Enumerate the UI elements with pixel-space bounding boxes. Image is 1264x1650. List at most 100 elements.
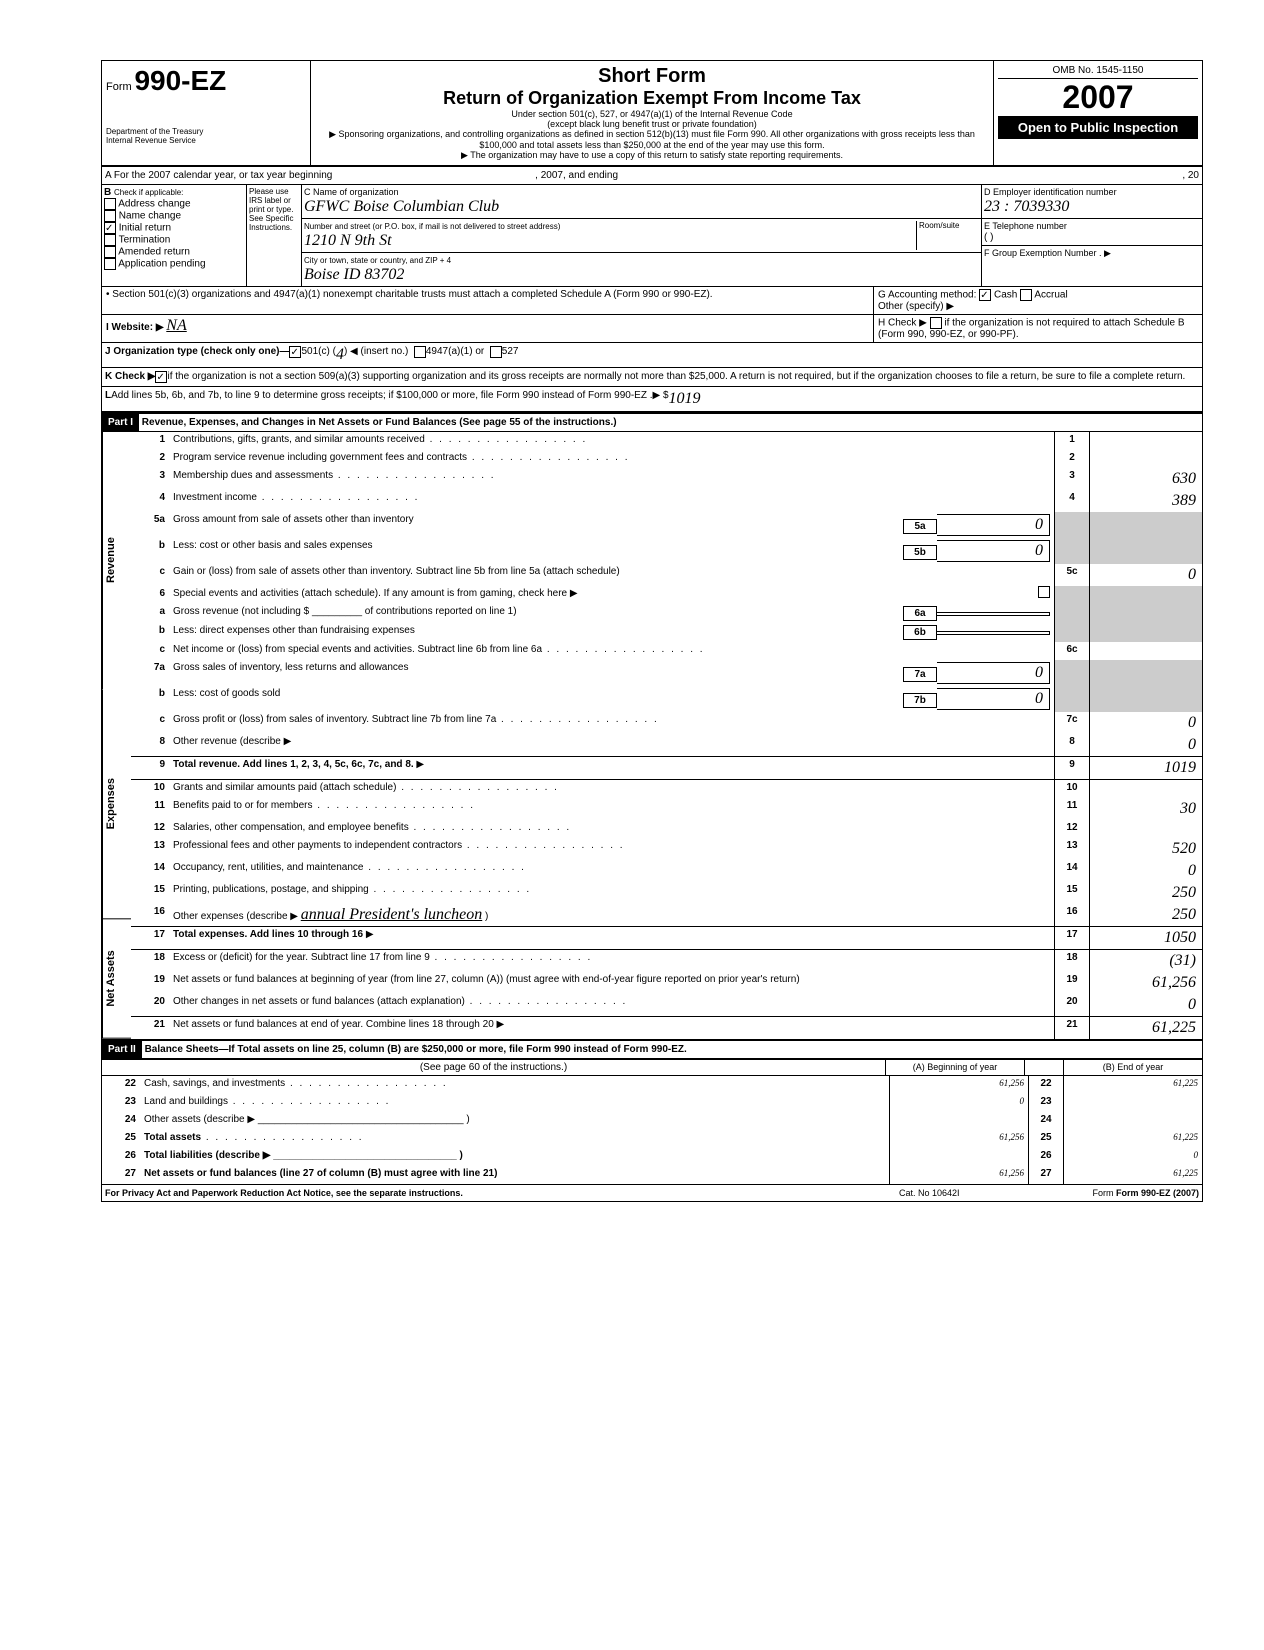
line-9: 9 Total revenue. Add lines 1, 2, 3, 4, 5… xyxy=(131,756,1202,780)
line-4-box: 4 xyxy=(1054,490,1089,512)
checkbox-k[interactable] xyxy=(155,371,167,383)
line-13: 13 Professional fees and other payments … xyxy=(131,838,1202,860)
expenses-label: Expenses xyxy=(102,689,131,919)
bal-25-a: 61,256 xyxy=(889,1130,1028,1148)
line-6a-subamt xyxy=(937,612,1050,616)
section-a-text: A For the 2007 calendar year, or tax yea… xyxy=(105,170,332,181)
checkbox-accrual[interactable] xyxy=(1020,289,1032,301)
line-19-amt: 61,256 xyxy=(1089,972,1202,994)
line-6-shade2 xyxy=(1089,586,1202,604)
bal-27-num: 27 xyxy=(102,1166,140,1184)
line-15-amt: 250 xyxy=(1089,882,1202,904)
part1-title: Revenue, Expenses, and Changes in Net As… xyxy=(142,417,617,428)
form-number: 990-EZ xyxy=(134,65,226,96)
section-i: I Website: ▶ NA xyxy=(102,315,874,342)
cb-label-3: Termination xyxy=(119,235,171,246)
street-value: 1210 N 9th St xyxy=(304,232,392,249)
line-19-desc: Net assets or fund balances at beginning… xyxy=(169,972,1054,994)
bal-27-a: 61,256 xyxy=(889,1166,1028,1184)
line-6b-desc: Less: direct expenses other than fundrai… xyxy=(169,623,1054,642)
line-6a-text: Gross revenue (not including $ _________… xyxy=(173,606,517,617)
short-form-title: Short Form xyxy=(315,65,989,88)
checkbox-gaming[interactable] xyxy=(1038,586,1050,598)
line-3-box: 3 xyxy=(1054,468,1089,490)
part1-body: Revenue Expenses Net Assets 1 Contributi… xyxy=(102,432,1202,1039)
checkbox-527[interactable] xyxy=(490,346,502,358)
line-7b: b Less: cost of goods sold 7b0 xyxy=(131,686,1202,712)
line-8-num: 8 xyxy=(131,734,169,756)
line-5a-num: 5a xyxy=(131,512,169,538)
form-990ez: Form 990-EZ Department of the Treasury I… xyxy=(101,60,1203,1202)
header-right: OMB No. 1545-1150 2007 Open to Public In… xyxy=(994,61,1202,165)
bal-26-num: 26 xyxy=(102,1148,140,1166)
line-7a-subamt: 0 xyxy=(937,662,1050,684)
checkbox-termination[interactable] xyxy=(104,234,116,246)
line-10-desc: Grants and similar amounts paid (attach … xyxy=(169,780,1054,798)
line-18-num: 18 xyxy=(131,950,169,972)
cb-label-0: Address change xyxy=(118,199,190,210)
checkbox-501c[interactable] xyxy=(289,346,301,358)
line-8-box: 8 xyxy=(1054,734,1089,756)
line-16-handwritten: annual President's luncheon xyxy=(301,906,482,923)
line-12-amt xyxy=(1089,820,1202,838)
tax-year: 2007 xyxy=(998,79,1198,116)
subtitle3: ▶ Sponsoring organizations, and controll… xyxy=(315,129,989,150)
line-6c-amt xyxy=(1089,642,1202,660)
section-h-label: H Check ▶ xyxy=(878,318,927,329)
bal-23-box: 23 xyxy=(1028,1094,1063,1112)
checkbox-initial-return[interactable] xyxy=(104,222,116,234)
line-8: 8 Other revenue (describe ▶ 8 0 xyxy=(131,734,1202,756)
line-6c: c Net income or (loss) from special even… xyxy=(131,642,1202,660)
line-4-num: 4 xyxy=(131,490,169,512)
line-11-box: 11 xyxy=(1054,798,1089,820)
city-label: City or town, state or country, and ZIP … xyxy=(304,256,451,265)
opt-501c-end: ) ◀ (insert no.) xyxy=(344,346,408,364)
line-7c-box: 7c xyxy=(1054,712,1089,734)
other-specify: Other (specify) ▶ xyxy=(878,301,954,312)
line-2-desc: Program service revenue including govern… xyxy=(169,450,1054,468)
footer-right: Form Form 990-EZ (2007) xyxy=(1049,1188,1199,1198)
section-a-mid: , 2007, and ending xyxy=(535,170,618,181)
line-21-box: 21 xyxy=(1054,1017,1089,1039)
line-1-amt xyxy=(1089,432,1202,450)
checkbox-amended[interactable] xyxy=(104,246,116,258)
line-1-num: 1 xyxy=(131,432,169,450)
line-16-desc: Other expenses (describe ▶ annual Presid… xyxy=(169,904,1054,926)
checkbox-address-change[interactable] xyxy=(104,198,116,210)
bal-line-25: 25 Total assets 61,256 25 61,225 xyxy=(102,1130,1202,1148)
part1-label: Part I xyxy=(102,414,139,431)
checkbox-cash[interactable] xyxy=(979,289,991,301)
line-7b-shade xyxy=(1054,686,1089,712)
section-l-arrow: ▶ $ xyxy=(653,390,669,408)
section-g-row: • Section 501(c)(3) organizations and 49… xyxy=(102,287,1202,315)
section-a: A For the 2007 calendar year, or tax yea… xyxy=(102,167,1202,185)
form-header: Form 990-EZ Department of the Treasury I… xyxy=(102,61,1202,167)
please-use-label: Please use IRS label or print or type. S… xyxy=(247,185,302,286)
bal-26-text: Total liabilities (describe ▶ __________… xyxy=(144,1150,463,1161)
line-19-num: 19 xyxy=(131,972,169,994)
line-7a-shade2 xyxy=(1089,660,1202,686)
line-18-box: 18 xyxy=(1054,950,1089,972)
checkbox-pending[interactable] xyxy=(104,258,116,270)
line-14-amt: 0 xyxy=(1089,860,1202,882)
checkbox-schedule-b[interactable] xyxy=(930,317,942,329)
line-15-box: 15 xyxy=(1054,882,1089,904)
section-i-label: I Website: ▶ xyxy=(106,322,164,333)
line-17-desc: Total expenses. Add lines 10 through 16 … xyxy=(169,927,1054,949)
line-6c-box: 6c xyxy=(1054,642,1089,660)
line-3-desc: Membership dues and assessments xyxy=(169,468,1054,490)
section-c-label: C Name of organization xyxy=(304,187,399,197)
line-5a-shade xyxy=(1054,512,1089,538)
section-b-check-label: Check if applicable: xyxy=(114,188,183,197)
omb-number: OMB No. 1545-1150 xyxy=(998,65,1198,79)
checkbox-4947[interactable] xyxy=(414,346,426,358)
line-16: 16 Other expenses (describe ▶ annual Pre… xyxy=(131,904,1202,926)
line-7b-num: b xyxy=(131,686,169,712)
checkbox-name-change[interactable] xyxy=(104,210,116,222)
form-footer: For Privacy Act and Paperwork Reduction … xyxy=(102,1184,1202,1201)
bal-line-24: 24 Other assets (describe ▶ ____________… xyxy=(102,1112,1202,1130)
cb-label-2: Initial return xyxy=(119,223,171,234)
footer-right-text: Form 990-EZ (2007) xyxy=(1116,1188,1199,1198)
line-7a-text: Gross sales of inventory, less returns a… xyxy=(173,662,408,673)
section-d-label: D Employer identification number xyxy=(984,187,1117,197)
